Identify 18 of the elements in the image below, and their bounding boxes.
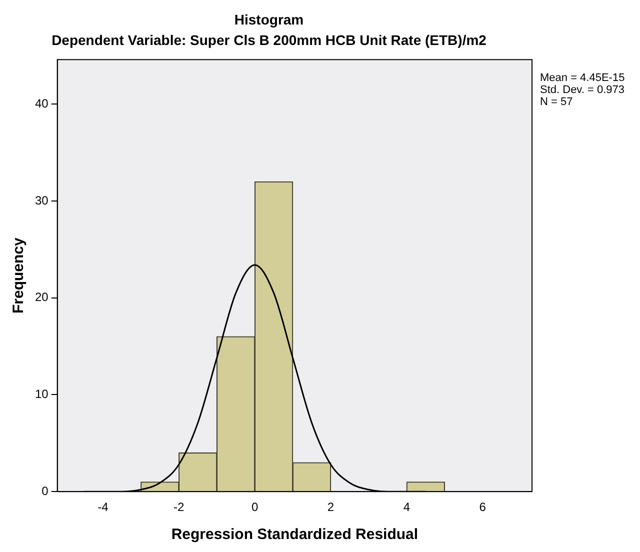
x-tick-label: 2 (327, 500, 334, 514)
y-tick-label: 30 (34, 193, 49, 208)
x-tick-label: -2 (174, 500, 185, 514)
chart-subtitle: Dependent Variable: Super Cls B 200mm HCB Unit Rate (ETB)/m2 (52, 32, 487, 48)
x-tick-label: 4 (403, 500, 410, 514)
text: Mean = 4.45E-15 (540, 72, 625, 84)
y-tick-label: 20 (34, 290, 49, 304)
text: N = 57 (540, 96, 573, 108)
y-axis-title: Frequency (10, 237, 28, 314)
x-tick-label: -4 (98, 500, 109, 514)
x-axis-title: Regression Standardized Residual (171, 526, 418, 544)
x-tick-label: 6 (479, 500, 486, 514)
text: Std. Dev. = 0.973 (540, 84, 624, 96)
x-tick-label: 0 (251, 500, 258, 514)
y-tick-label: 40 (34, 96, 49, 110)
chart-title: Histogram (234, 11, 304, 28)
y-tick-label: 10 (34, 387, 49, 402)
y-tick-label: 0 (42, 484, 49, 498)
